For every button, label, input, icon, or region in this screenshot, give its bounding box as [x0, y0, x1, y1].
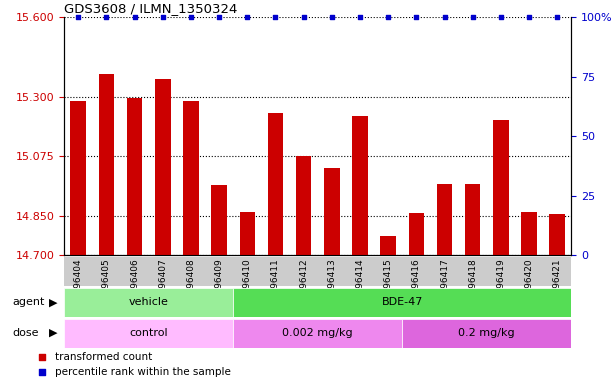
Text: GSM496416: GSM496416 — [412, 259, 421, 313]
Point — [524, 14, 534, 20]
Point — [271, 14, 280, 20]
Text: dose: dose — [12, 328, 38, 338]
Text: GSM496411: GSM496411 — [271, 259, 280, 313]
Text: GSM496418: GSM496418 — [468, 259, 477, 313]
Bar — [381, 235, 396, 384]
Point — [327, 14, 337, 20]
Point — [73, 14, 83, 20]
Point — [37, 369, 46, 376]
Text: GSM496409: GSM496409 — [214, 259, 224, 313]
Point — [299, 14, 309, 20]
Text: GSM496421: GSM496421 — [553, 259, 562, 313]
Bar — [521, 212, 537, 384]
Bar — [64, 319, 233, 348]
Point — [496, 14, 506, 20]
Point — [158, 14, 167, 20]
Text: GSM496419: GSM496419 — [496, 259, 505, 313]
Bar — [70, 101, 86, 384]
Text: GSM496407: GSM496407 — [158, 259, 167, 313]
Bar — [98, 74, 114, 384]
Text: GDS3608 / ILMN_1350324: GDS3608 / ILMN_1350324 — [64, 2, 238, 15]
Point — [186, 14, 196, 20]
Bar — [233, 319, 402, 348]
Bar — [155, 79, 170, 384]
Text: GSM496412: GSM496412 — [299, 259, 308, 313]
Text: GSM496414: GSM496414 — [356, 259, 365, 313]
Text: GSM496408: GSM496408 — [186, 259, 196, 313]
Point — [101, 14, 111, 20]
Text: GSM496417: GSM496417 — [440, 259, 449, 313]
Text: GSM496413: GSM496413 — [327, 259, 336, 313]
Text: GSM496405: GSM496405 — [102, 259, 111, 313]
Point — [552, 14, 562, 20]
Bar — [240, 212, 255, 384]
Bar — [211, 185, 227, 384]
Point — [355, 14, 365, 20]
Bar — [127, 98, 142, 384]
Text: BDE-47: BDE-47 — [381, 297, 423, 308]
Point — [468, 14, 478, 20]
Text: GSM496415: GSM496415 — [384, 259, 393, 313]
Bar — [183, 101, 199, 384]
Point — [130, 14, 139, 20]
Bar — [352, 116, 368, 384]
Text: 0.002 mg/kg: 0.002 mg/kg — [282, 328, 353, 338]
Bar — [465, 184, 480, 384]
Text: percentile rank within the sample: percentile rank within the sample — [55, 367, 231, 377]
Bar — [233, 288, 571, 317]
Text: GSM496406: GSM496406 — [130, 259, 139, 313]
Bar — [402, 319, 571, 348]
Text: agent: agent — [12, 297, 45, 308]
Point — [411, 14, 421, 20]
Bar — [549, 214, 565, 384]
Point — [440, 14, 450, 20]
Bar — [268, 113, 284, 384]
Bar — [64, 288, 233, 317]
Text: control: control — [130, 328, 168, 338]
Bar — [437, 184, 452, 384]
Text: ▶: ▶ — [49, 297, 57, 308]
Text: 0.2 mg/kg: 0.2 mg/kg — [458, 328, 515, 338]
Text: transformed count: transformed count — [55, 352, 152, 362]
Text: GSM496420: GSM496420 — [524, 259, 533, 313]
Point — [383, 14, 393, 20]
Point — [214, 14, 224, 20]
Point — [243, 14, 252, 20]
Text: GSM496404: GSM496404 — [74, 259, 82, 313]
Text: ▶: ▶ — [49, 328, 57, 338]
Bar — [409, 213, 424, 384]
Text: GSM496410: GSM496410 — [243, 259, 252, 313]
Bar — [324, 168, 340, 384]
Text: vehicle: vehicle — [129, 297, 169, 308]
Point — [37, 354, 46, 360]
Bar — [296, 156, 312, 384]
Bar — [493, 121, 508, 384]
